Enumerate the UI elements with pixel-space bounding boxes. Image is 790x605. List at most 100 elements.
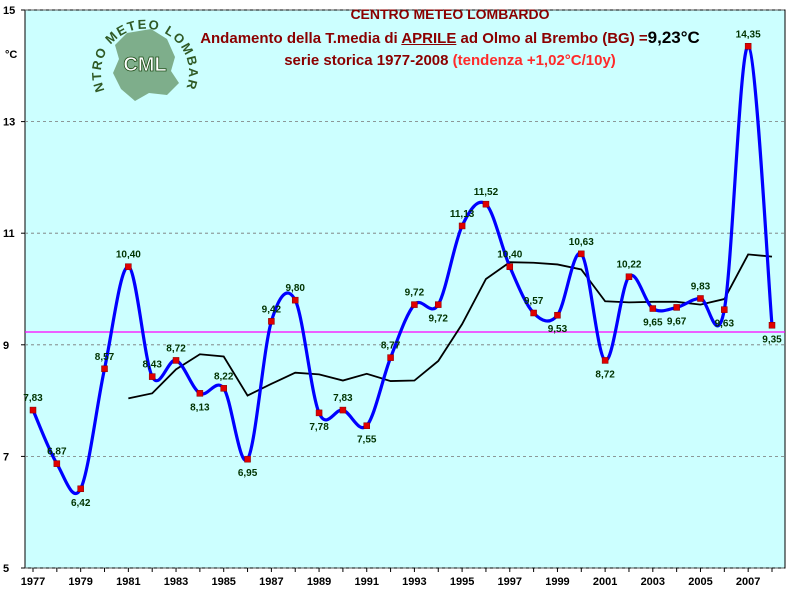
data-label: 8,13 <box>190 402 210 413</box>
data-label: 14,35 <box>736 29 761 40</box>
data-point <box>744 43 752 50</box>
data-point <box>435 301 442 308</box>
data-label: 10,63 <box>569 237 594 248</box>
data-point <box>673 304 680 311</box>
grid <box>25 9 785 569</box>
data-label: 9,83 <box>691 281 711 292</box>
series-period: serie storica 1977-2008 <box>284 52 453 69</box>
subtitle-mean-value: 9,23°C <box>647 28 700 47</box>
data-point <box>482 200 490 208</box>
y-axis-unit-label: °C <box>5 49 17 61</box>
data-point <box>53 460 61 467</box>
data-point <box>268 318 275 325</box>
data-label: 9,72 <box>429 314 449 325</box>
data-point <box>101 365 108 373</box>
y-tick-label: 13 <box>3 117 15 129</box>
x-tick-label: 1999 <box>545 576 569 588</box>
moving-average-line <box>128 253 773 400</box>
chart-title: CENTRO METEO LOMBARDO <box>350 6 550 22</box>
data-label: 8,43 <box>142 360 162 371</box>
data-label: 6,87 <box>47 447 67 458</box>
data-point <box>77 485 84 493</box>
x-tick-label: 1985 <box>211 576 235 588</box>
data-label: 9,53 <box>548 324 568 335</box>
data-label: 11,13 <box>450 209 475 220</box>
data-label: 8,57 <box>95 352 115 363</box>
data-point <box>387 354 394 361</box>
subtitle-month: APRILE <box>401 30 457 47</box>
x-tick-label: 1993 <box>402 576 426 588</box>
trend-text: (tendenza +1,02°C/10y) <box>452 52 616 69</box>
x-tick-label: 1989 <box>307 576 331 588</box>
data-label: 10,40 <box>116 250 141 261</box>
x-tick-label: 1987 <box>259 576 283 588</box>
data-point <box>148 373 156 380</box>
data-point <box>768 322 776 329</box>
data-point <box>458 222 466 230</box>
data-point <box>29 406 37 414</box>
data-point <box>291 296 299 304</box>
x-tick-label: 2005 <box>688 576 712 588</box>
data-label: 7,78 <box>309 422 329 433</box>
data-label: 9,67 <box>667 316 687 327</box>
x-tick-label: 2003 <box>641 576 665 588</box>
x-tick-label: 1977 <box>21 576 45 588</box>
data-label: 9,35 <box>762 334 782 345</box>
y-tick-label: 9 <box>3 340 9 352</box>
data-markers <box>29 43 776 493</box>
data-point <box>363 422 370 429</box>
data-label: 6,42 <box>71 498 91 509</box>
subtitle-middle: ad Olmo al Brembo (BG) = <box>456 30 648 47</box>
data-label: 8,22 <box>214 371 234 382</box>
data-point <box>578 250 585 258</box>
x-tick-label: 1997 <box>498 576 522 588</box>
x-tick-label: 1995 <box>450 576 474 588</box>
data-point <box>530 309 537 317</box>
data-label: 11,52 <box>474 187 499 198</box>
plot-area <box>24 9 786 569</box>
data-point <box>601 357 609 364</box>
data-label: 8,77 <box>381 341 401 352</box>
data-point <box>411 301 418 308</box>
data-label: 9,65 <box>643 318 663 329</box>
x-axis: 1977 1979 1981 1983 1985 1987 1989 1991 1993 1995… <box>21 568 773 588</box>
x-tick-label: 2001 <box>593 576 617 588</box>
data-point <box>196 390 204 397</box>
data-label: 9,42 <box>262 304 282 315</box>
logo-region-shape <box>113 29 179 101</box>
x-tick-label: 1983 <box>164 576 188 588</box>
data-point <box>625 273 633 280</box>
y-axis: 5 7 9 11 13 15 <box>3 5 25 575</box>
data-point <box>506 263 514 270</box>
x-tick-label: 1979 <box>68 576 92 588</box>
data-label: 9,63 <box>715 319 735 330</box>
data-point <box>721 306 728 313</box>
data-label: 6,95 <box>238 468 258 479</box>
data-point <box>172 357 180 364</box>
y-tick-label: 15 <box>3 5 15 17</box>
data-point <box>339 406 347 414</box>
data-point <box>244 455 251 463</box>
y-tick-label: 11 <box>3 228 15 240</box>
y-tick-label: 7 <box>3 451 9 463</box>
x-tick-label: 2007 <box>736 576 760 588</box>
data-label: 9,57 <box>524 296 544 307</box>
chart-subtitle: Andamento della T.media di APRILE ad Olm… <box>170 28 730 48</box>
data-point <box>697 295 704 302</box>
data-label: 10,40 <box>497 250 522 261</box>
data-label: 7,83 <box>23 393 43 404</box>
data-labels: 7,83 6,87 6,42 8,57 10,40 8,43 8,72 8,13 8,22 6,9… <box>23 29 782 508</box>
data-label: 7,55 <box>357 435 377 446</box>
data-label: 8,72 <box>166 343 186 354</box>
data-point <box>125 263 132 270</box>
data-label: 8,72 <box>595 369 615 380</box>
data-label: 9,72 <box>405 288 425 299</box>
chart-series-info: serie storica 1977-2008 (tendenza +1,02°… <box>170 52 730 69</box>
data-label: 10,22 <box>616 260 641 271</box>
logo-initials: CML <box>123 54 166 76</box>
data-point <box>554 311 561 319</box>
subtitle-prefix: Andamento della T.media di <box>200 30 402 47</box>
data-point <box>220 385 227 392</box>
x-tick-label: 1991 <box>354 576 378 588</box>
